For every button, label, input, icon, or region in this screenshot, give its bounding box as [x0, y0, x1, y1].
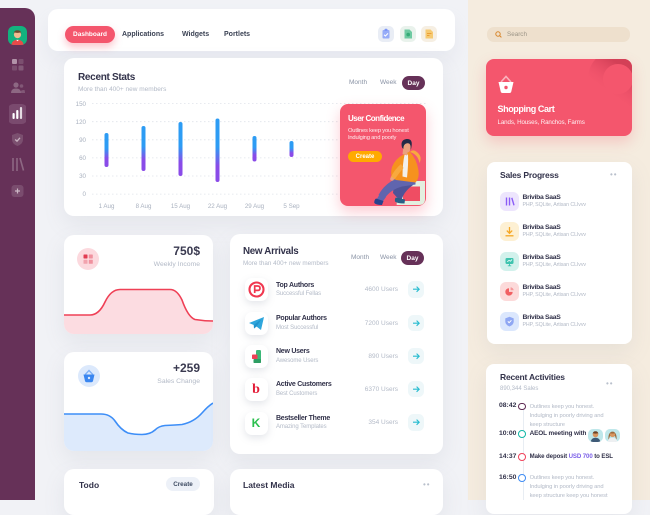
svg-text:150: 150: [76, 101, 87, 108]
svg-text:120: 120: [76, 119, 87, 126]
svg-text:15 Aug: 15 Aug: [171, 203, 191, 210]
svg-text:30: 30: [79, 173, 86, 180]
svg-text:1 Aug: 1 Aug: [99, 203, 115, 210]
svg-text:29 Aug: 29 Aug: [245, 203, 265, 210]
svg-text:60: 60: [79, 155, 86, 162]
svg-text:0: 0: [83, 191, 87, 198]
svg-text:5 Sep: 5 Sep: [283, 203, 300, 210]
svg-text:22 Aug: 22 Aug: [208, 203, 228, 210]
svg-text:90: 90: [79, 137, 86, 144]
svg-text:8 Aug: 8 Aug: [136, 203, 152, 210]
